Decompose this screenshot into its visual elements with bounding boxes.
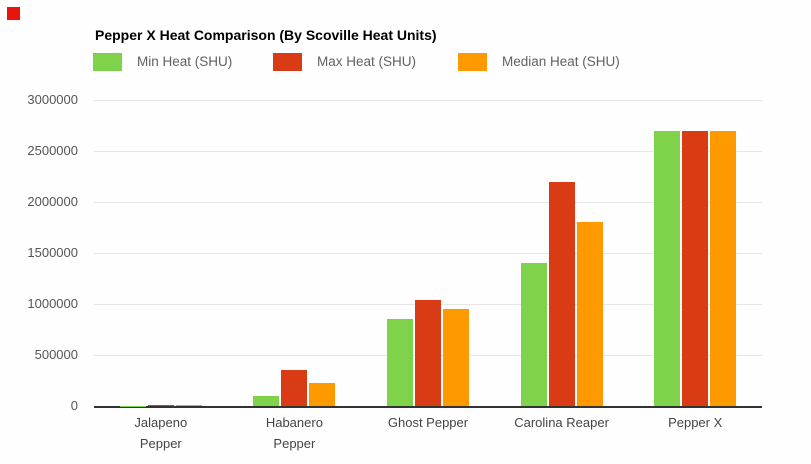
x-axis: Jalapeno Pepper Habanero Pepper Ghost Pepper… [94,412,762,454]
bar-series2-cat0[interactable] [175,405,202,406]
gridline [94,253,762,254]
bar-group [119,405,202,406]
y-axis-tick-label: 500000 [34,347,78,362]
category-label-line: Pepper [139,436,182,451]
bar-series1-cat4[interactable] [682,131,709,406]
y-axis-tick-label: 1500000 [27,245,78,260]
bar-series0-cat2[interactable] [386,318,413,406]
bar-series2-cat3[interactable] [576,222,603,406]
bar-series0-cat3[interactable] [520,263,547,406]
gridline [94,151,762,152]
category-column [228,100,362,406]
category-label: Carolina Reaper [495,412,629,454]
bar-group [386,299,469,406]
category-label-line: Habanero [265,415,323,430]
bar-series1-cat2[interactable] [414,299,441,406]
bar-groups [94,100,762,406]
bar-series0-cat1[interactable] [253,395,280,406]
category-label: Ghost Pepper [361,412,495,454]
y-axis-tick-label: 1000000 [27,296,78,311]
category-column [94,100,228,406]
category-label: Pepper X [628,412,762,454]
y-axis-tick-label: 2500000 [27,143,78,158]
legend-label-median-heat: Median Heat (SHU) [502,54,620,69]
y-axis-tick-label: 0 [70,398,78,413]
category-label-line: Pepper X [668,415,723,430]
category-column [628,100,762,406]
legend-item-median-heat: Median Heat (SHU) [458,52,620,71]
legend-label-min-heat: Min Heat (SHU) [137,54,233,69]
chart-title: Pepper X Heat Comparison (By Scoville He… [95,27,437,43]
gridline [94,100,762,101]
legend-swatch-min-heat-icon [93,52,122,71]
y-axis-tick-label: 3000000 [27,92,78,107]
category-label-line: Carolina Reaper [514,415,609,430]
legend-swatch-median-heat-icon [458,52,487,71]
y-axis-tick-label: 2000000 [27,194,78,209]
bar-group [520,181,603,406]
category-label-line: Pepper [273,436,316,451]
bar-series0-cat4[interactable] [654,131,681,406]
bar-group [654,131,737,406]
legend-item-min-heat: Min Heat (SHU) [93,52,232,71]
bar-series1-cat1[interactable] [281,370,308,406]
bar-series2-cat1[interactable] [309,383,336,406]
category-column [495,100,629,406]
legend-swatch-max-heat-icon [273,52,302,71]
category-label: Jalapeno Pepper [94,412,228,454]
bar-group [253,370,336,406]
record-indicator-icon [7,7,20,20]
category-column [361,100,495,406]
bar-series1-cat3[interactable] [548,181,575,406]
category-label-line: Ghost Pepper [387,415,469,430]
bar-series1-cat0[interactable] [147,405,174,406]
legend-label-max-heat: Max Heat (SHU) [317,54,417,69]
plot-area [94,100,762,408]
gridline [94,202,762,203]
bar-series2-cat2[interactable] [442,309,469,406]
legend-item-max-heat: Max Heat (SHU) [273,52,416,71]
category-label: Habanero Pepper [228,412,362,454]
bar-series2-cat4[interactable] [710,131,737,406]
category-label-line: Jalapeno [134,415,188,430]
